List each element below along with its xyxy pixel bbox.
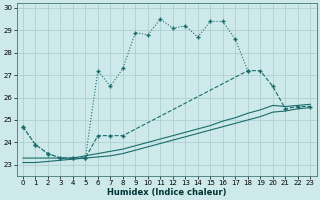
X-axis label: Humidex (Indice chaleur): Humidex (Indice chaleur) — [107, 188, 226, 197]
